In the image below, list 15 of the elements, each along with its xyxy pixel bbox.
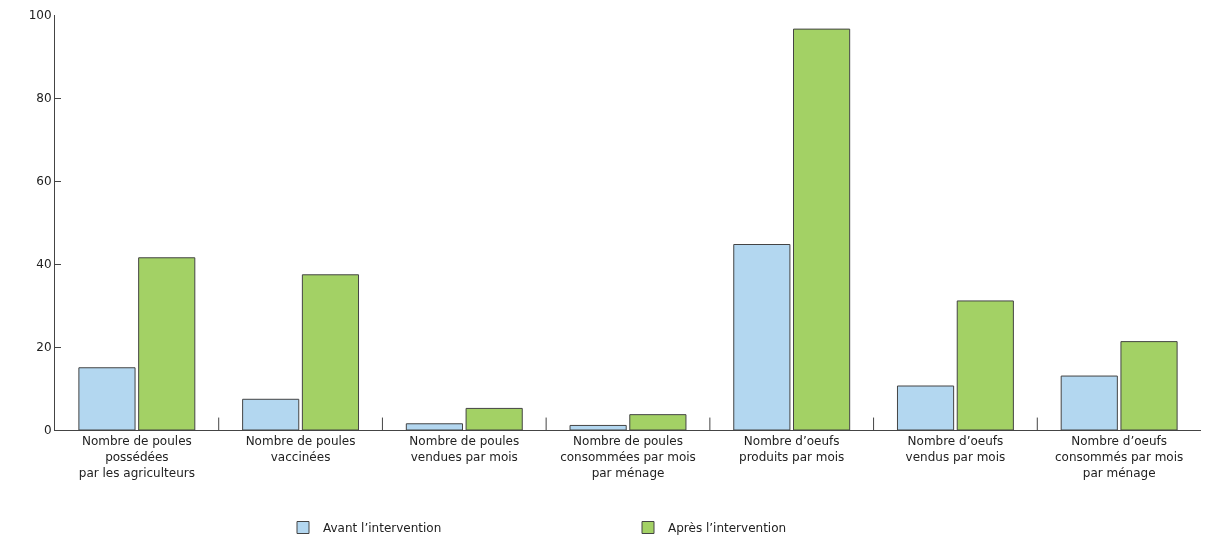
y-tick-label: 40 xyxy=(36,257,52,272)
legend-label: Après l’intervention xyxy=(668,521,787,536)
x-tick-label: Nombre de poules possédées par les agriculteurs xyxy=(78,434,195,480)
legend-label: Avant l’intervention xyxy=(323,521,442,536)
x-tick-label: Nombre d’oeufs vendus par mois xyxy=(905,434,1006,464)
y-tick-label: 80 xyxy=(36,91,52,106)
x-tick-label: Nombre de poules consommées par mois par ménage xyxy=(560,434,696,480)
y-tick-label: 20 xyxy=(36,340,52,355)
y-tick-label: 0 xyxy=(43,423,52,438)
x-tick-label: Nombre de poules vendues par mois xyxy=(409,434,520,464)
y-tick-label: 60 xyxy=(36,174,52,189)
x-tick-label: Nombre d’oeufs consommés par mois par ménage xyxy=(1054,434,1184,480)
y-tick-label: 100 xyxy=(28,8,52,23)
x-tick-label: Nombre d’oeufs produits par mois xyxy=(739,434,845,464)
x-tick-label: Nombre de poules vaccinées xyxy=(245,434,356,464)
